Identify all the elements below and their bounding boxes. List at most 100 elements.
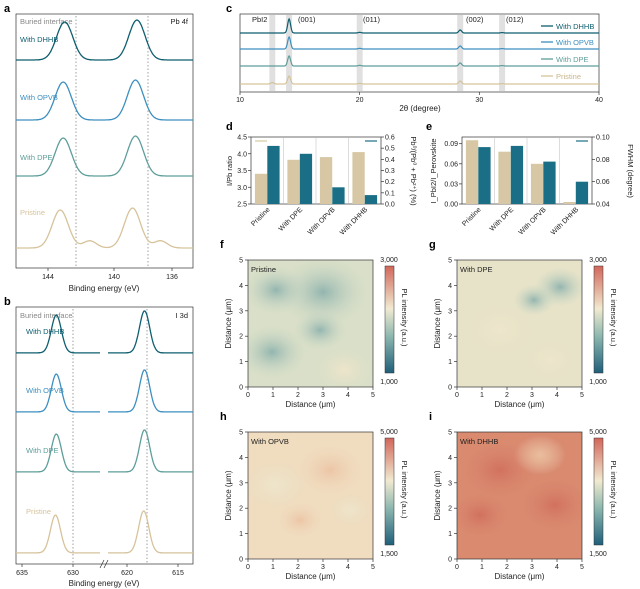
- xps-curve-a-dhhb: [16, 19, 193, 61]
- panel-letter-h: h: [220, 411, 227, 423]
- ytick-f-2: 2: [239, 334, 243, 341]
- xrd-curve-with-opvb: [240, 35, 599, 50]
- axes-frame-c: [239, 13, 600, 93]
- heatmap-g-region-1: [463, 302, 537, 358]
- ylabel-right-d: Pb⁰/(Pb⁰ + Pb²⁺) (%): [409, 136, 418, 206]
- xps-curve-b-pristine: [16, 510, 193, 554]
- d-marks-ytick-right: 0.3: [385, 168, 395, 175]
- axis-break-b1: [99, 559, 105, 569]
- ytick-i-1: 1: [448, 531, 452, 538]
- ylabel-right-e: FWHM (degree): [626, 144, 635, 198]
- e-marks-ytick-right: 0.06: [596, 179, 610, 186]
- xrd-tick-30: 30: [475, 97, 483, 104]
- heatmap-f-texture: [248, 260, 373, 387]
- panel-letter-g: g: [429, 239, 436, 251]
- ytick-f-1: 1: [239, 359, 243, 366]
- e-marks-bar-left-1: [498, 151, 511, 204]
- xrd-band-001: [286, 15, 293, 91]
- xrd-tick-10: 10: [236, 97, 244, 104]
- heatmap-g-texture: [463, 267, 582, 382]
- xtick-h-4: 4: [346, 564, 350, 571]
- peak-label-011: (011): [363, 15, 380, 24]
- series-label-b-dpe: With DPE: [26, 446, 59, 455]
- xtick-f-2: 2: [296, 392, 300, 399]
- heatmap-f-region-4: [294, 310, 346, 350]
- xlabel-a: Binding energy (eV): [69, 284, 140, 293]
- axes-frame-b: [15, 306, 194, 565]
- series-label-a-dpe: With DPE: [20, 153, 53, 162]
- xtick-f-5: 5: [371, 392, 375, 399]
- element-label-b: I 3d: [175, 311, 188, 320]
- ytick-i-5: 5: [448, 430, 452, 437]
- d-marks-category-2: With OPVB: [307, 206, 337, 236]
- d-marks-ytick-left: 3.5: [237, 168, 247, 175]
- ytick-f-3: 3: [239, 308, 243, 315]
- colorbar-f: [384, 265, 395, 374]
- colorbar-label-g: PL intensity (a.u.): [609, 288, 618, 347]
- ytick-i-4: 4: [448, 455, 452, 462]
- panel-f-pl-map: f Pristine 00 1 1 2 2 3 3 4 4 5 5 Distance (μm) Distan…: [220, 239, 409, 409]
- ylabel-g: Distance (μm): [433, 298, 442, 348]
- d-marks-bar-right-1: [299, 153, 313, 205]
- ytick-h-3: 3: [239, 480, 243, 487]
- tick-a2: 136: [166, 274, 178, 281]
- ytick-i-3: 3: [448, 480, 452, 487]
- xtick-f-0: 0: [246, 392, 250, 399]
- xlabel-f: Distance (μm): [286, 400, 336, 409]
- axes-frame-h: [247, 431, 374, 560]
- colorbar-min-f: 1,000: [380, 379, 398, 386]
- e-marks-category-1: With DPE: [489, 206, 516, 233]
- ylabel-f: Distance (μm): [224, 298, 233, 348]
- ytick-g-1: 1: [448, 359, 452, 366]
- element-label-a: Pb 4f: [170, 17, 188, 26]
- heatmap-h-region-1: [296, 444, 364, 496]
- e-marks-bar-right-0: [478, 147, 491, 204]
- xrd-curve-with-dpe: [240, 54, 599, 67]
- ytick-h-2: 2: [239, 506, 243, 513]
- xtick-i-4: 4: [555, 564, 559, 571]
- colorbar-max-f: 3,000: [380, 257, 398, 264]
- ytick-i-2: 2: [448, 506, 452, 513]
- colorbar-i: [593, 437, 604, 546]
- tick-b2: 620: [121, 570, 133, 577]
- peak-label-pbi2: PbI2: [252, 15, 267, 24]
- ytick-g-0: 0: [448, 385, 452, 392]
- xlabel-i: Distance (μm): [495, 572, 545, 581]
- peak-label-002: (002): [466, 15, 484, 24]
- xtick-i-1: 1: [480, 564, 484, 571]
- panel-g-pl-map: g With DPE 00 1 1 2 2 3 3 4 4 5 5 Distance (μm) Distan…: [429, 239, 618, 409]
- e-marks-ytick-left: 0.09: [444, 141, 458, 148]
- panel-i-pl-map: i With DHHB 00 1 1 2 2 3 3 4 4 5 5 Distance (μm) Dista…: [429, 411, 618, 581]
- panel-letter-i: i: [429, 411, 432, 423]
- xtick-h-1: 1: [271, 564, 275, 571]
- xps-curve-b-opvb: [16, 369, 193, 413]
- ytick-f-0: 0: [239, 385, 243, 392]
- heatmap-label-h: With OPVB: [251, 437, 289, 446]
- ytick-f-4: 4: [239, 283, 243, 290]
- e-marks-category-2: With OPVB: [518, 206, 548, 236]
- heatmap-label-i: With DHHB: [460, 437, 498, 446]
- colorbar-min-h: 1,500: [380, 551, 398, 558]
- xrd-band-011: [356, 15, 363, 91]
- xtick-i-2: 2: [505, 564, 509, 571]
- panel-letter-e: e: [426, 121, 432, 133]
- xlabel-h: Distance (μm): [286, 572, 336, 581]
- peak-label-012: (012): [506, 15, 524, 24]
- ytick-g-5: 5: [448, 258, 452, 265]
- heatmap-i-texture: [457, 435, 582, 537]
- e-marks-ytick-left: 0.06: [444, 161, 458, 168]
- heatmap-i-region-3: [457, 493, 509, 537]
- heatmap-f-region-2: [248, 266, 308, 314]
- panel-h-pl-map: h With OPVB 00 1 1 2 2 3 3 4 4 5 5 Distance (μm) Dista…: [220, 411, 409, 581]
- xps-curve-a-pristine: [16, 207, 193, 249]
- tick-a0: 144: [42, 274, 54, 281]
- colorbar-min-i: 1,500: [589, 551, 607, 558]
- d-marks-bar-left-1: [287, 159, 300, 204]
- d-marks-ytick-left: 3.0: [237, 185, 247, 192]
- legend-c-dpe: With DPE: [556, 55, 589, 64]
- e-marks-bar-right-1: [510, 145, 524, 204]
- panel-letter-c: c: [226, 3, 232, 15]
- xrd-curves: [240, 17, 599, 85]
